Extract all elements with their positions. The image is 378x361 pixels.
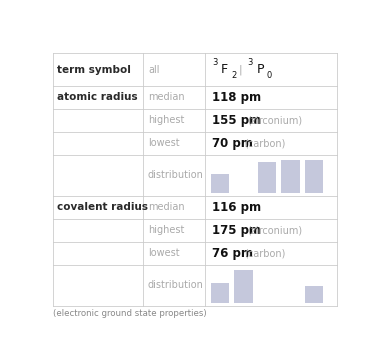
Text: |: |	[239, 64, 242, 75]
Text: F: F	[221, 63, 228, 76]
Text: (carbon): (carbon)	[244, 138, 285, 148]
Text: median: median	[148, 92, 184, 103]
Bar	[282, 160, 300, 193]
Text: (electronic ground state properties): (electronic ground state properties)	[53, 309, 207, 318]
Text: 116 pm: 116 pm	[212, 201, 262, 214]
Bar	[305, 286, 323, 303]
Bar	[211, 174, 229, 193]
Text: 155 pm: 155 pm	[212, 114, 262, 127]
Bar	[305, 160, 323, 193]
Text: lowest: lowest	[148, 138, 180, 148]
Text: distribution: distribution	[148, 170, 204, 180]
Text: 76 pm: 76 pm	[212, 247, 254, 260]
Bar	[258, 162, 276, 193]
Text: 2: 2	[231, 71, 236, 80]
Text: 118 pm: 118 pm	[212, 91, 262, 104]
Text: distribution: distribution	[148, 280, 204, 290]
Bar	[211, 283, 229, 303]
Text: 3: 3	[212, 58, 218, 67]
Text: all: all	[148, 65, 160, 74]
Bar	[234, 270, 253, 303]
Text: (zirconium): (zirconium)	[248, 115, 303, 125]
Text: (zirconium): (zirconium)	[248, 225, 303, 235]
Text: highest: highest	[148, 115, 184, 125]
Text: term symbol: term symbol	[57, 65, 130, 74]
Text: lowest: lowest	[148, 248, 180, 258]
Text: 0: 0	[266, 71, 271, 80]
Text: highest: highest	[148, 225, 184, 235]
Text: P: P	[256, 63, 264, 76]
Text: 175 pm: 175 pm	[212, 224, 262, 237]
Text: median: median	[148, 203, 184, 212]
Text: (carbon): (carbon)	[244, 248, 285, 258]
Text: atomic radius: atomic radius	[57, 92, 137, 103]
Text: 3: 3	[248, 58, 253, 67]
Text: 70 pm: 70 pm	[212, 137, 253, 150]
Text: covalent radius: covalent radius	[57, 203, 148, 212]
